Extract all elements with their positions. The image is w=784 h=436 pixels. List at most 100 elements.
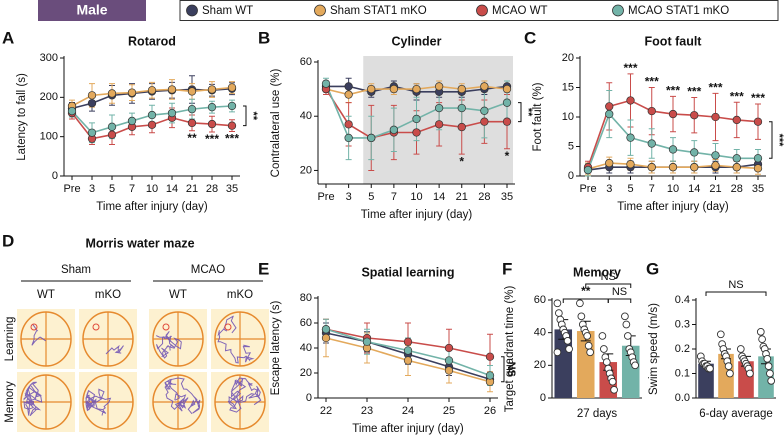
significance-label: *** — [645, 75, 659, 89]
data-point — [207, 103, 217, 112]
y-axis-label: Latency to fall (s) — [16, 73, 28, 161]
significance-label: *** — [708, 81, 722, 95]
bracket — [769, 121, 773, 159]
x-axis-label: Time after injury (day) — [96, 201, 208, 213]
significance-label: *** — [666, 84, 680, 98]
panel-letter: E — [258, 259, 269, 278]
data-point — [753, 154, 763, 163]
genotype-label: mKO — [95, 289, 121, 301]
data-point — [444, 366, 454, 375]
genotype-label: WT — [169, 289, 187, 301]
x-tick-label: 35 — [752, 183, 764, 195]
individual-point — [756, 328, 765, 336]
legend-label: MCAO STAT1 mKO — [628, 5, 729, 17]
panel-title: Morris water maze — [85, 236, 194, 250]
x-tick-label: Pre — [63, 183, 80, 195]
data-point — [605, 158, 614, 168]
swim-path — [23, 381, 43, 417]
data-point — [690, 111, 699, 120]
data-point — [412, 128, 421, 137]
x-tick-label: 35 — [226, 183, 238, 195]
data-point — [321, 333, 331, 343]
data-point — [147, 120, 157, 130]
x-tick-label: 14 — [166, 183, 178, 195]
individual-point — [746, 369, 754, 378]
pool-quadrants — [153, 312, 203, 366]
data-point — [753, 117, 763, 126]
individual-point — [553, 348, 562, 357]
data-point — [457, 103, 466, 113]
data-point — [207, 85, 217, 94]
individual-point — [565, 345, 573, 353]
x-tick-label: 7 — [129, 183, 135, 195]
x-tick-label: 22 — [320, 405, 332, 417]
points — [321, 79, 512, 143]
individual-point — [576, 299, 584, 308]
individual-point — [724, 362, 733, 371]
x-tick-label: 23 — [361, 405, 373, 417]
data-point — [389, 125, 399, 134]
data-point — [412, 114, 421, 124]
x-tick-label: 3 — [89, 183, 95, 195]
individual-point — [563, 336, 572, 345]
individual-point — [766, 369, 774, 378]
x-tick-label: 7 — [649, 183, 655, 195]
data-point — [434, 82, 444, 91]
data-point — [344, 90, 353, 99]
x-axis-label: Time after injury (day) — [361, 209, 473, 221]
data-point — [389, 84, 399, 94]
individual-point — [764, 362, 773, 371]
x-tick-label: 5 — [627, 183, 633, 195]
comparison-bracket — [607, 298, 632, 303]
data-point — [87, 128, 97, 137]
x-tick-label: 3 — [606, 183, 612, 195]
trial-label: Memory — [4, 381, 16, 423]
points — [321, 325, 495, 386]
data-point — [732, 162, 741, 172]
significance-label: *** — [687, 85, 701, 99]
y-tick-label: 60 — [534, 294, 546, 306]
significance-label: *** — [205, 132, 219, 146]
y-tick-label: 0.0 — [675, 392, 690, 404]
data-point — [147, 110, 157, 120]
data-point — [647, 106, 656, 116]
data-point — [626, 160, 635, 169]
x-tick-label: 3 — [346, 191, 352, 203]
chart-title: Memory — [573, 265, 621, 279]
y-tick-label: 40 — [300, 110, 312, 122]
data-point — [87, 91, 97, 100]
individual-point — [763, 354, 772, 363]
data-point — [344, 82, 353, 91]
data-point — [647, 162, 656, 172]
swim-path — [164, 377, 201, 415]
data-point — [127, 116, 137, 126]
panel-letter: A — [2, 28, 14, 47]
significance-label: *** — [623, 61, 637, 75]
data-point — [605, 109, 614, 119]
data-point — [668, 109, 678, 119]
x-tick-label: 28 — [478, 191, 490, 203]
platform — [30, 323, 38, 331]
x-tick-label: 21 — [456, 191, 468, 203]
significance-label: *** — [225, 132, 239, 146]
x-axis-label: Time after injury (day) — [617, 201, 729, 213]
data-point — [227, 83, 237, 92]
y-tick-label: 20 — [300, 367, 312, 379]
chart-title: Spatial learning — [361, 265, 454, 279]
individual-point — [598, 332, 607, 340]
data-point — [480, 106, 489, 115]
individual-point — [600, 345, 608, 353]
data-point — [207, 119, 217, 129]
y-tick-label: 200 — [40, 91, 58, 103]
points — [583, 96, 763, 175]
x-tick-label: Pre — [317, 191, 334, 203]
data-point — [711, 151, 720, 160]
comparison-bracket — [705, 291, 767, 296]
comparison-bracket — [585, 283, 632, 288]
legend-marker — [476, 4, 488, 17]
panel-letter: G — [646, 259, 659, 278]
data-point — [367, 84, 376, 94]
pool-quadrants — [21, 312, 71, 366]
individual-point — [758, 335, 766, 344]
sex-tag — [38, 0, 146, 21]
